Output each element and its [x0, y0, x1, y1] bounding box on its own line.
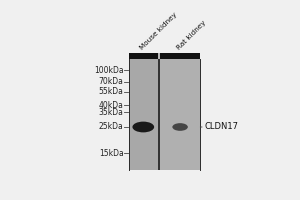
Text: 100kDa: 100kDa	[94, 66, 124, 75]
Text: 35kDa: 35kDa	[99, 108, 124, 117]
Text: 25kDa: 25kDa	[99, 122, 124, 131]
Text: Rat kidney: Rat kidney	[176, 19, 207, 51]
Bar	[129, 59, 158, 170]
Bar	[158, 59, 160, 170]
Text: 40kDa: 40kDa	[99, 101, 124, 110]
Bar	[160, 59, 200, 170]
Bar	[160, 53, 200, 59]
Text: Mouse kidney: Mouse kidney	[139, 11, 178, 51]
Ellipse shape	[172, 123, 188, 131]
Text: CLDN17: CLDN17	[200, 122, 239, 131]
Text: 70kDa: 70kDa	[99, 77, 124, 86]
Text: 15kDa: 15kDa	[99, 149, 124, 158]
Bar	[129, 53, 158, 59]
Ellipse shape	[132, 122, 154, 132]
Text: 55kDa: 55kDa	[99, 87, 124, 96]
Bar	[129, 53, 200, 170]
